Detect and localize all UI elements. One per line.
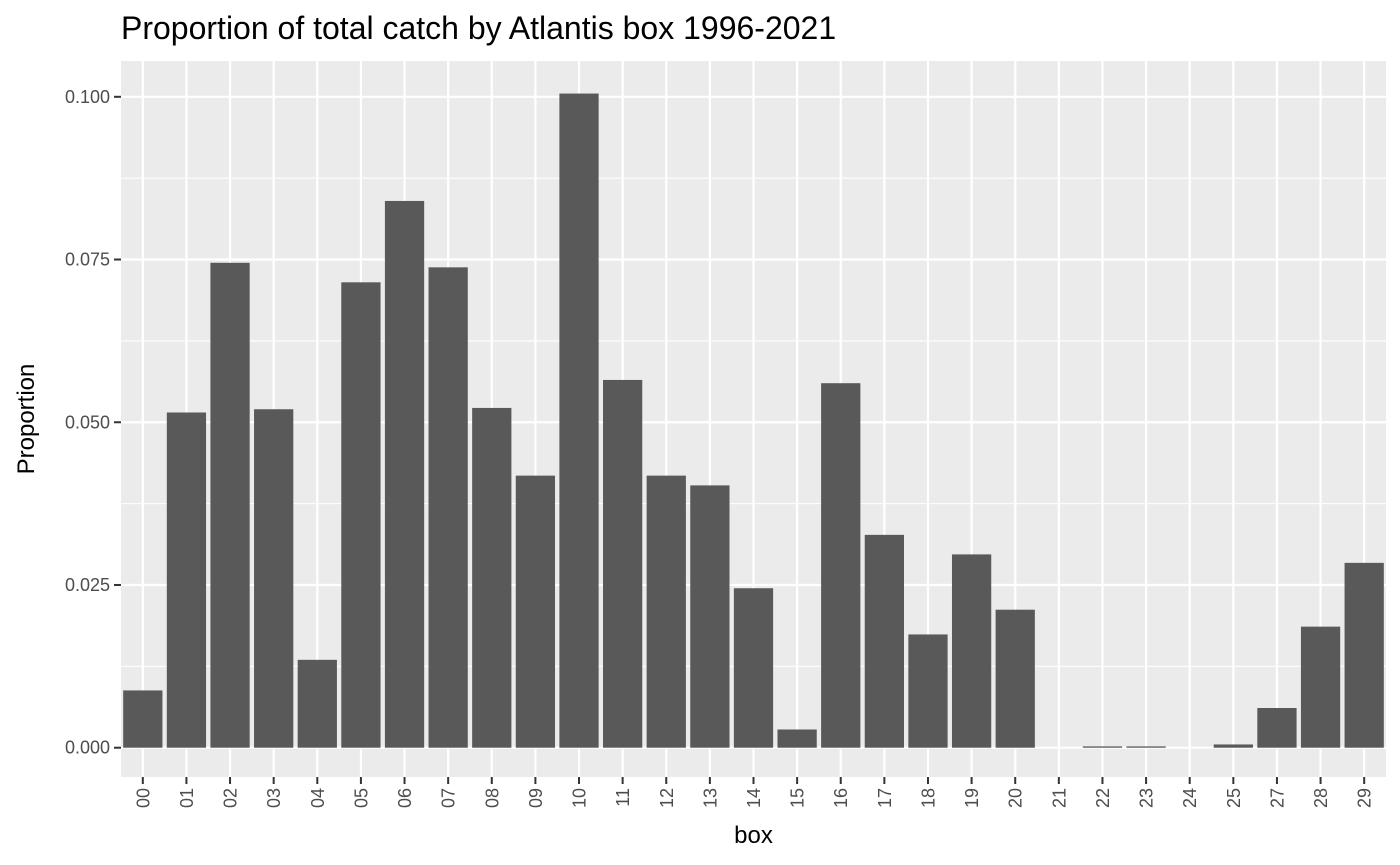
x-tick-label: 08 <box>482 788 502 808</box>
x-tick-label: 03 <box>264 788 284 808</box>
bar-01 <box>166 412 207 748</box>
bar-15 <box>777 729 817 748</box>
bar-22 <box>1082 746 1123 748</box>
x-tick-label: 07 <box>439 788 459 808</box>
x-tick-label: 11 <box>613 788 633 807</box>
x-tick-label: 02 <box>221 788 241 808</box>
x-tick-label: 17 <box>875 788 895 808</box>
bar-07 <box>428 267 468 748</box>
x-tick-label: 06 <box>395 788 415 808</box>
x-tick-label: 29 <box>1355 788 1375 808</box>
bar-13 <box>690 485 730 748</box>
x-tick-label: 12 <box>657 788 677 808</box>
bar-11 <box>603 379 643 748</box>
bar-09 <box>515 475 556 748</box>
x-axis: 00 01 02 03 04 05 06 07 08 09 10 11 12 13 14 15 16 17 18 19… <box>133 777 1375 808</box>
bar-19 <box>951 554 992 748</box>
bar-04 <box>297 659 337 748</box>
bar-03 <box>254 409 294 748</box>
bars <box>123 93 1384 748</box>
x-axis-title: box <box>734 822 773 849</box>
y-tick-label: 0.075 <box>65 250 110 270</box>
x-tick-label: 15 <box>788 788 808 808</box>
x-tick-label: 28 <box>1311 788 1331 808</box>
bar-14 <box>733 588 774 748</box>
y-axis: 0.000 0.025 0.050 0.075 0.100 <box>65 87 121 758</box>
x-tick-label: 18 <box>918 788 938 808</box>
bar-00 <box>123 690 163 748</box>
x-tick-label: 13 <box>700 788 720 808</box>
chart-title: Proportion of total catch by Atlantis bo… <box>121 10 837 46</box>
y-tick-label: 0.050 <box>65 412 110 432</box>
x-tick-label: 16 <box>831 788 851 808</box>
x-tick-label: 19 <box>962 788 982 808</box>
x-tick-label: 23 <box>1137 788 1157 808</box>
bar-20 <box>995 609 1035 748</box>
y-tick-label: 0.100 <box>65 87 110 107</box>
x-tick-label: 25 <box>1224 788 1244 808</box>
bar-27 <box>1257 708 1297 748</box>
x-tick-label: 04 <box>308 788 328 808</box>
x-tick-label: 05 <box>351 788 371 808</box>
bar-17 <box>864 534 904 748</box>
x-tick-label: 22 <box>1093 788 1113 808</box>
x-tick-label: 27 <box>1267 788 1287 808</box>
bar-18 <box>908 634 948 748</box>
bar-12 <box>646 475 686 748</box>
x-tick-label: 10 <box>570 788 590 808</box>
bar-08 <box>472 407 512 748</box>
bar-29 <box>1344 562 1384 748</box>
x-tick-label: 20 <box>1006 788 1026 808</box>
bar-23 <box>1126 746 1166 748</box>
x-tick-label: 14 <box>744 788 764 808</box>
bar-02 <box>210 262 250 748</box>
y-tick-label: 0.025 <box>65 575 110 595</box>
x-tick-label: 24 <box>1180 788 1200 808</box>
x-tick-label: 00 <box>133 788 153 808</box>
bar-10 <box>559 93 599 748</box>
bar-25 <box>1213 744 1253 748</box>
bar-05 <box>341 282 381 748</box>
bar-28 <box>1300 626 1341 748</box>
x-tick-label: 21 <box>1049 788 1069 808</box>
y-axis-title: Proportion <box>13 364 40 475</box>
bar-16 <box>821 383 861 748</box>
bar-06 <box>384 200 425 748</box>
y-tick-label: 0.000 <box>65 738 110 758</box>
x-tick-label: 09 <box>526 788 546 808</box>
x-tick-label: 01 <box>177 788 197 808</box>
